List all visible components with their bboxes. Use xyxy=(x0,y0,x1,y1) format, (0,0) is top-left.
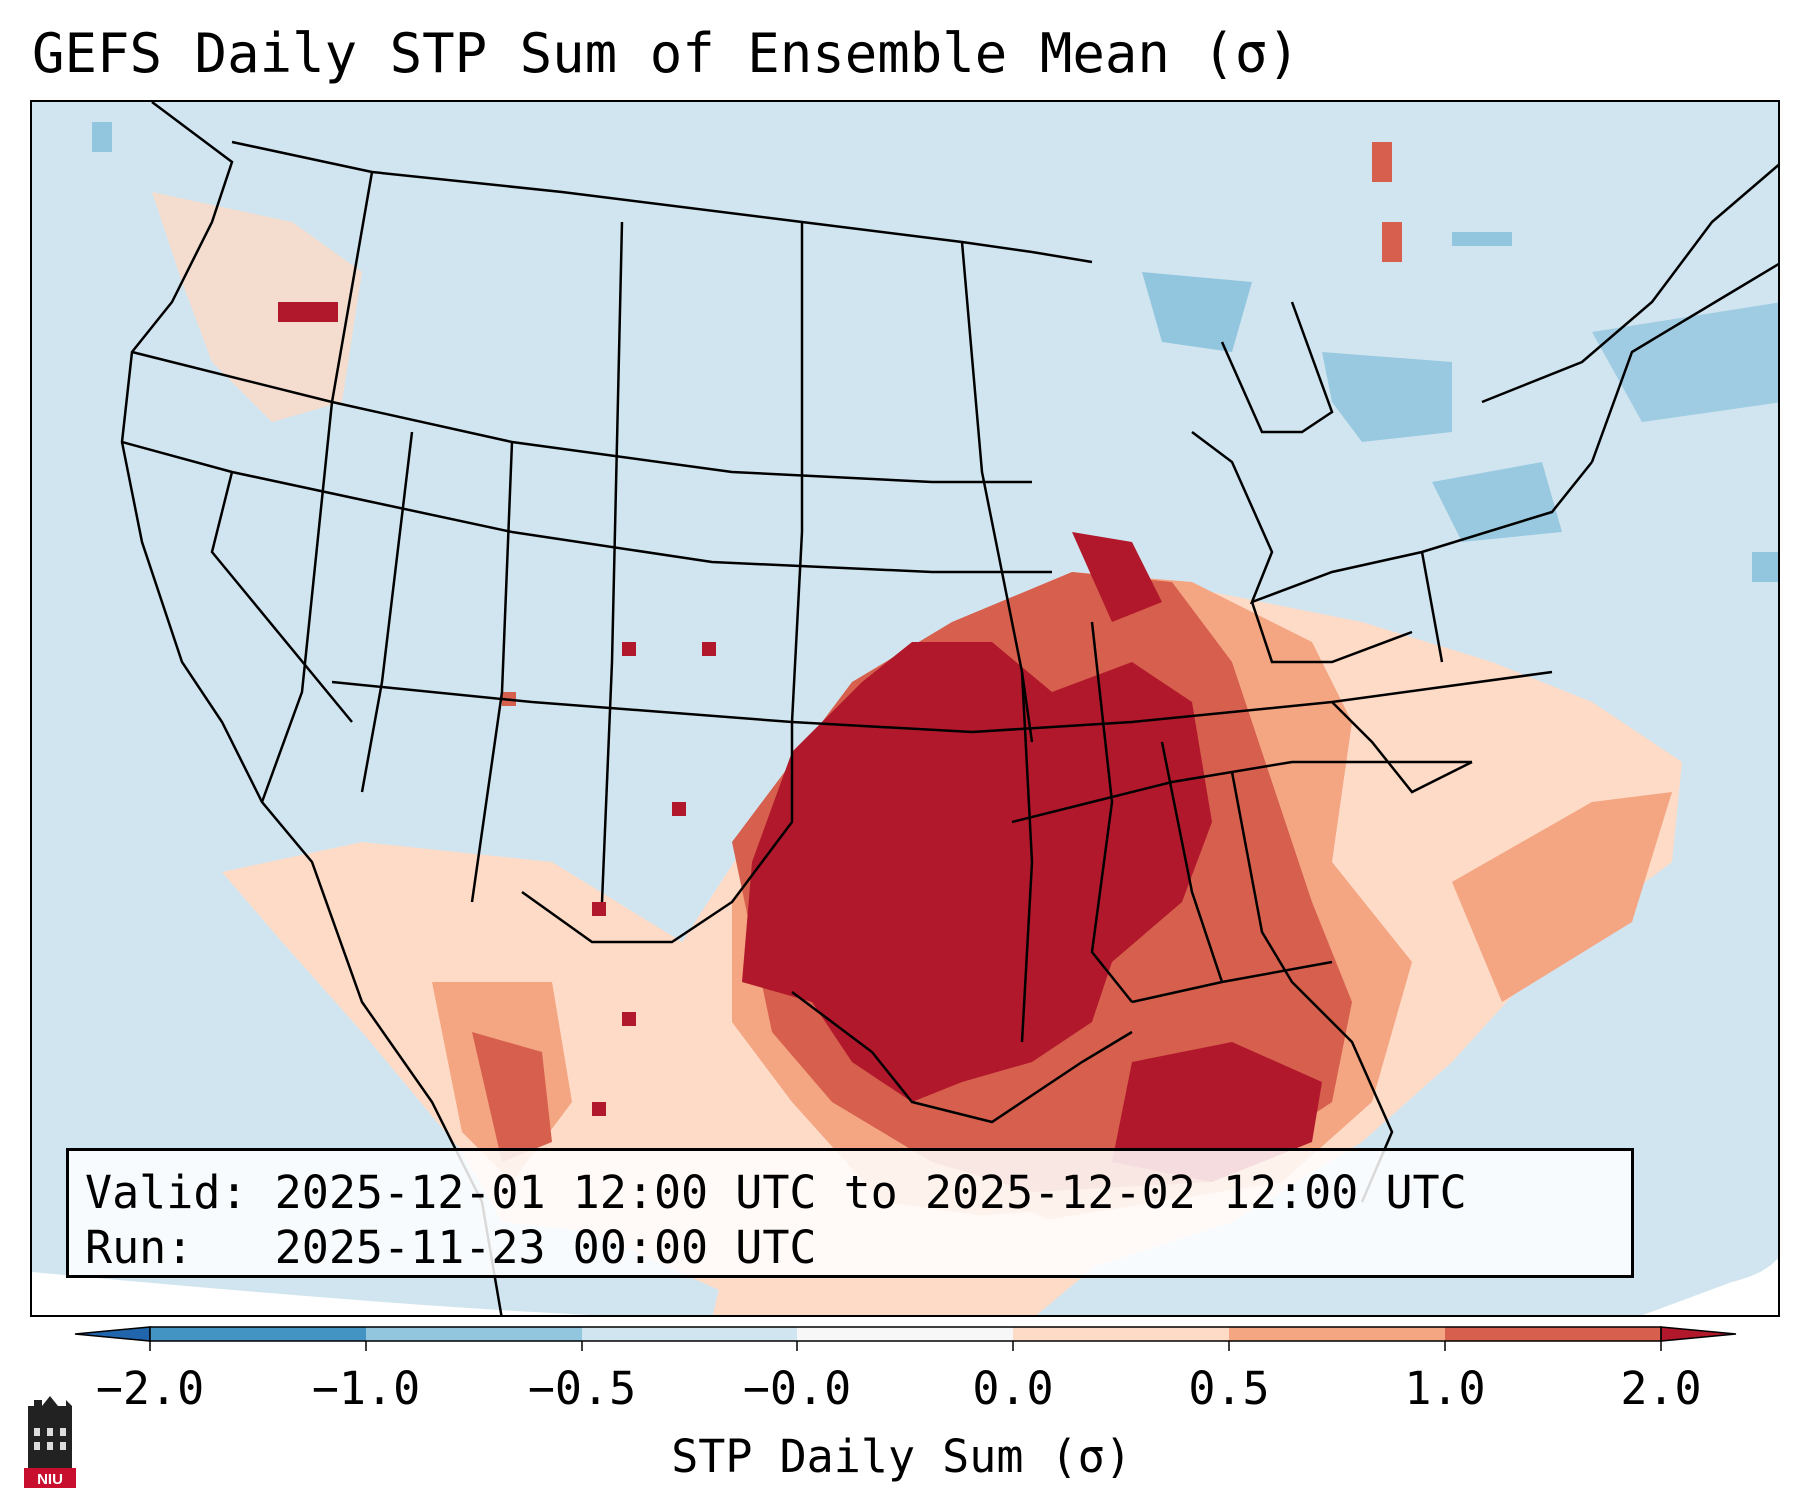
colorbar-tick-label: 2.0 xyxy=(1620,1362,1702,1415)
anomaly-map xyxy=(32,102,1778,1315)
colorbar-bin xyxy=(1013,1327,1229,1341)
colorbar-bin xyxy=(1229,1327,1445,1341)
offmap-area xyxy=(32,1272,590,1315)
colorbar-tick-label: −1.0 xyxy=(311,1362,421,1415)
colorbar-tick-label: 0.5 xyxy=(1188,1362,1270,1415)
colorbar-extend-high xyxy=(1660,1326,1737,1342)
colorbar-bin xyxy=(582,1327,797,1341)
run-label: Run: xyxy=(85,1221,194,1274)
map-panel[interactable] xyxy=(30,100,1780,1317)
run-row: Run: 2025-11-23 00:00 UTC xyxy=(85,1220,1615,1275)
colorbar-outline xyxy=(149,1326,1662,1342)
colorbar-label: STP Daily Sum (σ) xyxy=(671,1430,1132,1483)
colorbar-bin xyxy=(150,1327,366,1341)
valid-value: 2025-12-01 12:00 UTC to 2025-12-02 12:00… xyxy=(274,1166,1467,1219)
colorbar-tick-label: 1.0 xyxy=(1404,1362,1486,1415)
colorbar-bins xyxy=(74,1326,1737,1342)
colorbar xyxy=(74,1326,1737,1351)
run-value: 2025-11-23 00:00 UTC xyxy=(274,1221,817,1274)
colorbar-tick-label: −0.5 xyxy=(527,1362,637,1415)
colorbar-bin xyxy=(797,1327,1013,1341)
colorbar-bin xyxy=(1445,1327,1661,1341)
valid-info-box: Valid: 2025-12-01 12:00 UTC to 2025-12-0… xyxy=(66,1148,1634,1278)
offmap-area xyxy=(1642,1258,1778,1315)
colorbar-tick-label: 0.0 xyxy=(972,1362,1054,1415)
state-boundaries xyxy=(120,102,1778,1315)
valid-label: Valid: xyxy=(85,1166,248,1219)
colorbar-tick-label: −2.0 xyxy=(95,1362,205,1415)
niu-logo: NIU xyxy=(24,1396,76,1488)
colorbar-bin xyxy=(366,1327,582,1341)
logo-text: NIU xyxy=(37,1471,63,1488)
colorbar-extend-low xyxy=(74,1326,151,1342)
colorbar-tick-label: −0.0 xyxy=(742,1362,852,1415)
colorbar-ticks xyxy=(149,1341,1662,1351)
valid-row: Valid: 2025-12-01 12:00 UTC to 2025-12-0… xyxy=(85,1165,1615,1220)
map-title: GEFS Daily STP Sum of Ensemble Mean (σ) xyxy=(32,22,1300,85)
